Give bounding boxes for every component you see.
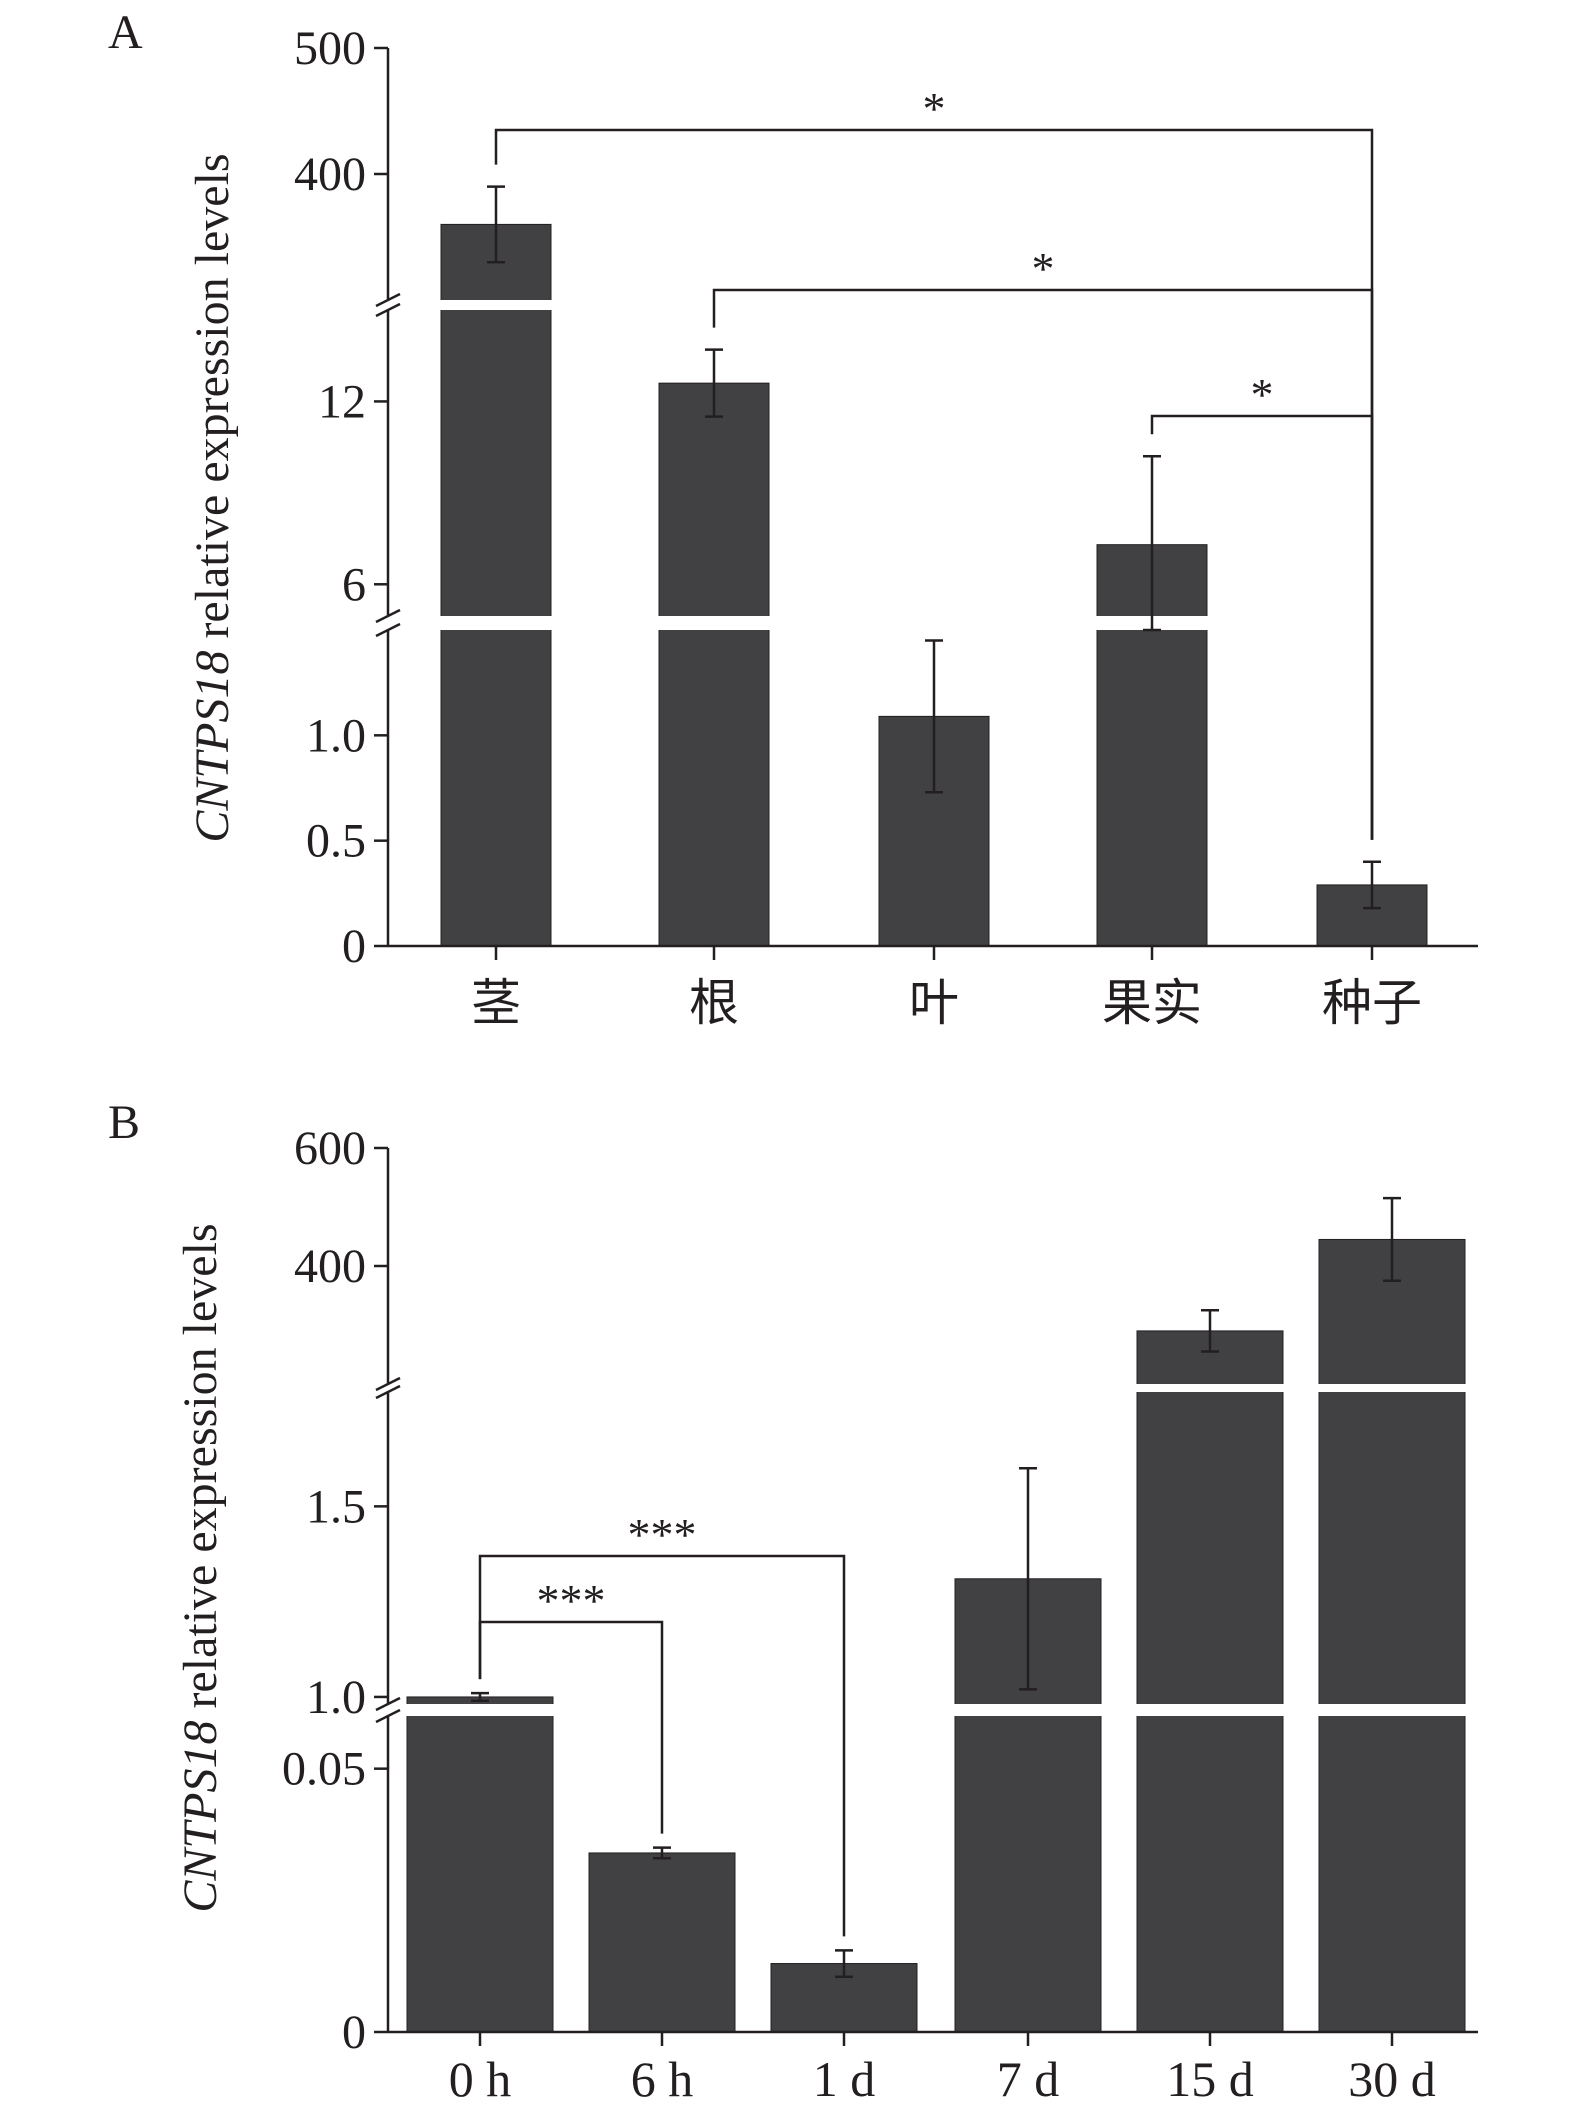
panel-b-bar-break-gap xyxy=(1316,1384,1468,1392)
panel-b-error-bars xyxy=(471,1196,1401,1978)
panel-b-bar-break-gap xyxy=(1134,1384,1286,1392)
panel-a-error-bars xyxy=(487,185,1381,910)
panel-a-bar-break-gap xyxy=(656,616,772,630)
panel-b: B CNTPS18 relative expression levels 600… xyxy=(108,1096,1478,2104)
panel-b-bar-break-gap xyxy=(404,1704,556,1716)
panel-b-bar-break-gap xyxy=(952,1704,1104,1716)
panel-a-y-tick-label: 1.0 xyxy=(306,709,366,762)
panel-b-bar-15-d xyxy=(1136,1330,1284,2033)
panel-a-significance: * * * xyxy=(494,83,1374,840)
panel-b-bars xyxy=(406,1238,1466,2033)
panel-a-ylabel-gene: CNTPS18 xyxy=(186,651,239,843)
panel-b-bar-break-gap xyxy=(1316,1704,1468,1716)
panel-b-axis-break-mark xyxy=(375,1384,401,1400)
panel-b-ylabel-text: relative expression levels xyxy=(174,1223,227,1720)
panel-b-bar-0-h xyxy=(406,1696,554,2033)
panel-b-significance-bracket xyxy=(478,1554,846,1937)
panel-a-significance-label: * xyxy=(923,83,946,134)
panel-a-y-tick-label: 400 xyxy=(294,148,366,201)
panel-a-significance-bracket xyxy=(1150,414,1374,840)
panel-a-y-tick-label: 500 xyxy=(294,22,366,75)
panel-a-y-tick-label: 6 xyxy=(342,558,366,611)
panel-a-bar-break-gap xyxy=(438,300,554,310)
panel-b-significance: *** *** xyxy=(478,1509,846,1937)
panel-b-x-label-1-d: 1 d xyxy=(813,2051,876,2104)
panel-b-axis-break-mark xyxy=(375,1696,401,1712)
panel-b-x-label-30-d: 30 d xyxy=(1348,2051,1436,2104)
panel-b-axes xyxy=(375,1148,1478,2034)
panel-b-x-label-7-d: 7 d xyxy=(997,2051,1060,2104)
panel-b-significance-label: *** xyxy=(628,1509,697,1560)
panel-a-axis-break-mark xyxy=(375,292,401,308)
panel-b-y-tick-label: 0.05 xyxy=(282,1743,366,1796)
panel-b-y-tick-label: 0 xyxy=(342,2006,366,2059)
panel-a-bar-x xyxy=(658,382,770,947)
panel-b-x-label-15-d: 15 d xyxy=(1166,2051,1254,2104)
panel-a-label: A xyxy=(108,6,143,59)
panel-a-x-label-x: 种子 xyxy=(1322,975,1422,1031)
panel-b-significance-label: *** xyxy=(537,1575,606,1626)
panel-b-y-tick-label: 400 xyxy=(294,1240,366,1293)
panel-a-y-ticks: 500 400 12 6 1.0 0.5 0 xyxy=(294,22,388,973)
panel-a-significance-label: * xyxy=(1251,369,1274,420)
panel-a-bars xyxy=(440,223,1428,947)
panel-b-label: B xyxy=(108,1096,140,1149)
panel-a-bar-break-gap xyxy=(438,616,554,630)
panel-b-x-label-0-h: 0 h xyxy=(449,2051,512,2104)
panel-a-axis-break-mark xyxy=(375,608,401,624)
panel-b-x-labels: 0 h 6 h 1 d 7 d 15 d 30 d xyxy=(449,2032,1436,2104)
panel-b-bar-break-gap xyxy=(1134,1704,1286,1716)
panel-a: A CNTPS18 relative expression levels 500… xyxy=(108,6,1478,1031)
panel-b-axis-break-mark xyxy=(375,1376,401,1392)
panel-a-x-label-x: 叶 xyxy=(909,975,959,1031)
panel-a-y-tick-label: 0 xyxy=(342,920,366,973)
panel-a-y-tick-label: 0.5 xyxy=(306,815,366,868)
panel-a-x-labels: 茎 根 叶 果实 种子 xyxy=(471,946,1422,1031)
panel-b-axis-breaks xyxy=(404,1384,1468,1716)
panel-b-axis-break-mark xyxy=(375,1708,401,1724)
panel-a-axis-break-mark xyxy=(375,622,401,638)
panel-a-significance-label: * xyxy=(1032,243,1055,294)
panel-b-ylabel-gene: CNTPS18 xyxy=(174,1721,227,1913)
panel-a-ylabel: CNTPS18 relative expression levels xyxy=(186,153,239,842)
panel-a-y-tick-label: 12 xyxy=(318,375,366,428)
panel-b-y-tick-label: 1.5 xyxy=(306,1480,366,1533)
panel-b-bar-6-h xyxy=(588,1852,736,2033)
panel-a-axis-break-mark xyxy=(375,302,401,318)
panel-b-y-tick-label: 600 xyxy=(294,1122,366,1175)
panel-b-bar-30-d xyxy=(1318,1238,1466,2033)
panel-b-ylabel: CNTPS18 relative expression levels xyxy=(174,1223,227,1912)
panel-b-y-tick-label: 1.0 xyxy=(306,1671,366,1724)
panel-a-x-label-x: 果实 xyxy=(1102,975,1202,1031)
panel-b-y-ticks: 600 400 1.5 1.0 0.05 0 xyxy=(282,1122,388,2059)
panel-b-x-label-6-h: 6 h xyxy=(631,2051,694,2104)
panel-a-x-label-x: 根 xyxy=(689,975,739,1031)
panel-a-ylabel-text: relative expression levels xyxy=(186,153,239,650)
panel-a-axis-breaks xyxy=(438,300,1210,630)
panel-a-x-label-x: 茎 xyxy=(471,975,521,1031)
panel-a-bar-x xyxy=(440,223,552,947)
